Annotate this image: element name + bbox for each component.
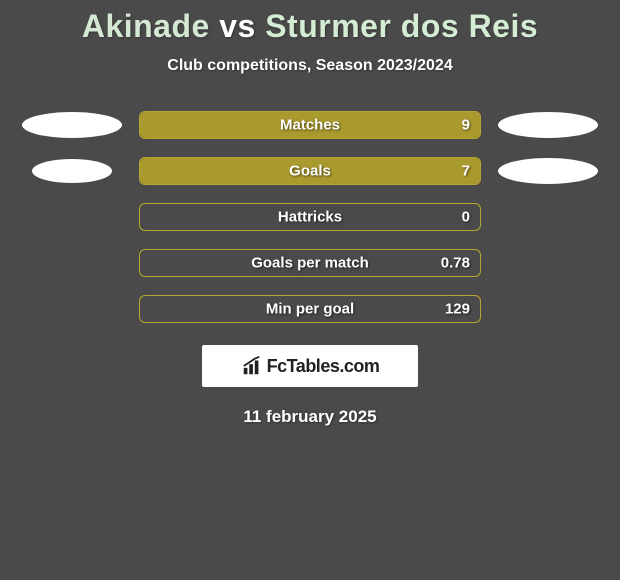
- stats-card: Akinade vs Sturmer dos Reis Club competi…: [0, 0, 620, 427]
- player2-name: Sturmer dos Reis: [265, 8, 538, 44]
- date-text: 11 february 2025: [0, 407, 620, 427]
- stat-label: Min per goal: [266, 301, 354, 318]
- stat-value: 129: [445, 301, 470, 318]
- stat-value: 0.78: [441, 255, 470, 272]
- stat-row: Matches 9: [0, 111, 620, 139]
- right-side: [495, 249, 601, 277]
- ellipse-icon: [22, 112, 122, 138]
- left-side: [19, 203, 125, 231]
- chart-icon: [241, 355, 263, 377]
- stats-list: Matches 9 Goals 7 Hattri: [0, 111, 620, 323]
- right-side: [495, 111, 601, 139]
- brand-link[interactable]: FcTables.com: [202, 345, 418, 387]
- stat-row: Goals 7: [0, 157, 620, 185]
- stat-value: 9: [462, 117, 470, 134]
- stat-value: 0: [462, 209, 470, 226]
- stat-label: Hattricks: [278, 209, 342, 226]
- stat-bar: Goals per match 0.78: [139, 249, 481, 277]
- stat-label: Goals: [289, 163, 331, 180]
- page-title: Akinade vs Sturmer dos Reis: [0, 8, 620, 45]
- right-side: [495, 157, 601, 185]
- ellipse-icon: [32, 159, 112, 183]
- stat-bar: Hattricks 0: [139, 203, 481, 231]
- stat-row: Hattricks 0: [0, 203, 620, 231]
- ellipse-icon: [498, 158, 598, 184]
- right-side: [495, 295, 601, 323]
- right-side: [495, 203, 601, 231]
- vs-text: vs: [219, 8, 256, 44]
- ellipse-icon: [498, 112, 598, 138]
- player1-name: Akinade: [82, 8, 210, 44]
- brand-text: FcTables.com: [267, 356, 380, 377]
- stat-row: Goals per match 0.78: [0, 249, 620, 277]
- left-side: [19, 249, 125, 277]
- stat-label: Goals per match: [251, 255, 369, 272]
- left-side: [19, 157, 125, 185]
- subtitle: Club competitions, Season 2023/2024: [0, 57, 620, 75]
- left-side: [19, 295, 125, 323]
- stat-bar: Min per goal 129: [139, 295, 481, 323]
- stat-bar: Goals 7: [139, 157, 481, 185]
- stat-label: Matches: [280, 117, 340, 134]
- left-side: [19, 111, 125, 139]
- stat-value: 7: [462, 163, 470, 180]
- stat-row: Min per goal 129: [0, 295, 620, 323]
- stat-bar: Matches 9: [139, 111, 481, 139]
